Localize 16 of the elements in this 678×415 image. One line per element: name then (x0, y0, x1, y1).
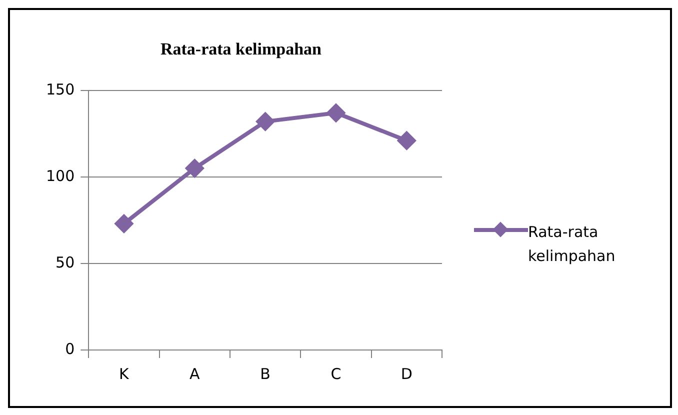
x-tick-label: K (119, 364, 130, 383)
y-tick-label: 100 (46, 166, 75, 185)
point (186, 159, 204, 178)
x-tick-label: A (190, 364, 201, 383)
y-tick-label: 150 (46, 80, 75, 98)
x-tick-label: D (400, 364, 412, 383)
legend-label: Rata-rata kelimpahan (528, 222, 616, 267)
y-tick-label: 50 (56, 253, 75, 272)
chart-title: Rata-rata kelimpahan (160, 40, 322, 59)
point (114, 214, 133, 233)
x-tick-label: B (260, 364, 270, 383)
point (256, 112, 274, 131)
y-tick-label: 0 (65, 340, 75, 358)
x-tick-label: C (330, 364, 342, 383)
point (398, 132, 416, 150)
point (326, 104, 345, 122)
